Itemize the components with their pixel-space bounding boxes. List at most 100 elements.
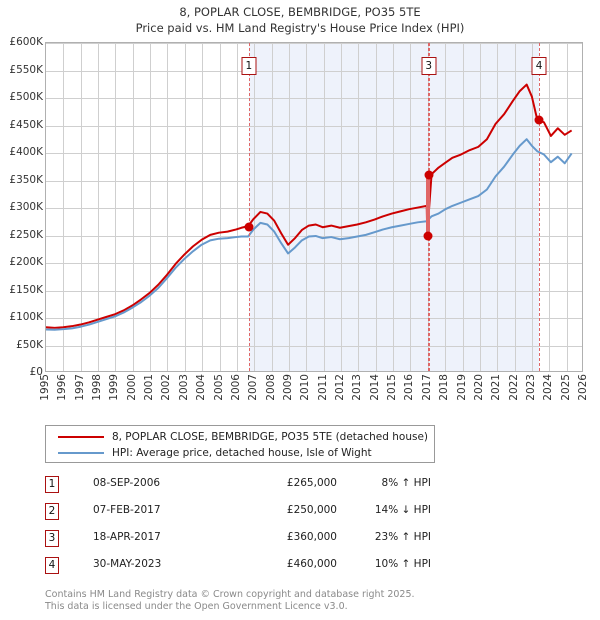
y-axis-tick-label: £550K xyxy=(9,63,43,76)
hpi-average-line xyxy=(46,138,573,331)
gridline-vertical xyxy=(445,43,447,371)
gridline-horizontal xyxy=(46,180,582,182)
x-axis-tick-label: 2024 xyxy=(542,374,555,401)
table-row[interactable]: 1 08-SEP-2006 £265,000 8% ↑ HPI xyxy=(45,473,445,500)
sale-marker-vertical-line xyxy=(539,43,541,371)
legend-swatch-property xyxy=(58,436,104,438)
sale-point-marker[interactable] xyxy=(244,222,254,232)
gridline-vertical xyxy=(132,43,134,371)
gridline-vertical xyxy=(63,43,65,371)
footer-attribution: Contains HM Land Registry data © Crown c… xyxy=(45,589,565,612)
x-axis-tick-label: 2020 xyxy=(472,374,485,401)
sale-point-marker[interactable] xyxy=(534,115,544,125)
gridline-horizontal xyxy=(46,345,582,347)
sale-row-price: £360,000 xyxy=(286,531,337,543)
gridline-horizontal xyxy=(46,43,582,44)
gridline-vertical xyxy=(254,43,256,371)
gridline-horizontal xyxy=(46,208,582,209)
x-axis-tick-label: 1996 xyxy=(56,374,69,401)
x-axis-tick-label: 1998 xyxy=(91,374,104,401)
gridline-vertical xyxy=(497,43,499,371)
x-axis-tick-label: 2013 xyxy=(351,374,364,401)
gridline-vertical xyxy=(393,43,395,371)
x-axis-tick-label: 2006 xyxy=(229,374,242,401)
y-axis-tick-label: £0 xyxy=(29,366,43,378)
gridline-horizontal xyxy=(46,70,582,72)
x-axis-tick-label: 2012 xyxy=(334,374,347,401)
y-axis-tick-label: £600K xyxy=(9,36,43,48)
x-axis-tick-label: 2025 xyxy=(559,374,572,401)
x-axis-tick-label: 2019 xyxy=(455,374,468,401)
x-axis-tick-label: 1999 xyxy=(108,374,121,401)
x-axis-tick-label: 2005 xyxy=(212,374,225,401)
table-row[interactable]: 2 07-FEB-2017 £250,000 14% ↓ HPI xyxy=(45,500,445,527)
page-title: 8, POPLAR CLOSE, BEMBRIDGE, PO35 5TE xyxy=(179,5,421,19)
sale-marker-number-box[interactable]: 3 xyxy=(421,57,437,75)
y-axis-tick-label: £300K xyxy=(9,201,43,213)
sale-row-number-box: 1 xyxy=(45,476,59,493)
y-axis-tick-label: £150K xyxy=(9,283,43,296)
table-row[interactable]: 3 18-APR-2017 £360,000 23% ↑ HPI xyxy=(45,527,445,554)
sale-row-hpi-delta: 14% ↓ HPI xyxy=(374,504,431,516)
x-axis-tick-label: 2001 xyxy=(143,374,156,401)
x-axis-tick-label: 2010 xyxy=(299,374,312,401)
sale-row-hpi-delta: 23% ↑ HPI xyxy=(374,531,431,543)
legend-swatch-hpi xyxy=(58,452,104,454)
gridline-vertical xyxy=(514,43,516,371)
chart-legend: 8, POPLAR CLOSE, BEMBRIDGE, PO35 5TE (de… xyxy=(45,425,435,463)
legend-item-property: 8, POPLAR CLOSE, BEMBRIDGE, PO35 5TE (de… xyxy=(52,429,428,445)
y-axis: £0 £50K £100K £150K £200K £250K £300K £350K £400… xyxy=(0,36,43,378)
gridline-vertical xyxy=(479,43,481,371)
x-axis-tick-label: 2004 xyxy=(195,374,208,401)
gridline-vertical xyxy=(288,43,290,371)
x-axis-tick-label: 2026 xyxy=(577,374,589,401)
legend-label-property: 8, POPLAR CLOSE, BEMBRIDGE, PO35 5TE (de… xyxy=(111,431,428,443)
gridline-vertical xyxy=(375,43,377,371)
sale-point-marker[interactable] xyxy=(424,170,434,180)
gridline-horizontal xyxy=(46,153,582,154)
sale-row-number-box: 4 xyxy=(45,557,59,574)
y-axis-tick-label: £400K xyxy=(9,146,43,158)
y-axis-tick-label: £500K xyxy=(9,91,43,103)
gridline-vertical xyxy=(566,43,568,371)
x-axis-tick-label: 2022 xyxy=(507,374,520,401)
x-axis-tick-label: 2000 xyxy=(125,374,138,401)
sale-point-marker[interactable] xyxy=(423,231,433,240)
sale-row-number-box: 3 xyxy=(45,530,59,547)
gridline-vertical xyxy=(98,43,100,371)
x-axis-tick-label: 2017 xyxy=(420,374,433,401)
y-axis-tick-label: £50K xyxy=(16,338,43,351)
sale-row-number-box: 2 xyxy=(45,503,59,520)
table-row[interactable]: 4 30-MAY-2023 £460,000 10% ↑ HPI xyxy=(45,554,445,581)
gridline-horizontal xyxy=(46,263,582,264)
sale-marker-number-box[interactable]: 1 xyxy=(241,57,257,75)
sale-row-price: £265,000 xyxy=(286,477,337,489)
legend-item-hpi: HPI: Average price, detached house, Isle… xyxy=(52,445,428,461)
footer-line-2: This data is licensed under the Open Gov… xyxy=(45,600,348,612)
sale-row-date: 18-APR-2017 xyxy=(93,531,161,543)
x-axis-tick-label: 1995 xyxy=(39,374,51,401)
x-axis-tick-label: 1997 xyxy=(73,374,86,401)
sale-marker-number-box[interactable]: 4 xyxy=(531,57,547,75)
gridline-vertical xyxy=(184,43,186,371)
x-axis-tick-label: 2021 xyxy=(490,374,503,401)
gridline-vertical xyxy=(341,43,343,371)
y-axis-tick-label: £250K xyxy=(9,228,43,241)
x-axis-tick-label: 2014 xyxy=(368,374,381,401)
gridline-horizontal xyxy=(46,125,582,127)
legend-label-hpi: HPI: Average price, detached house, Isle… xyxy=(112,447,372,459)
x-axis: 1995 1996 1997 1998 1999 2000 2001 2002 2003 2004… xyxy=(39,374,589,418)
gridline-horizontal xyxy=(46,98,582,99)
sale-marker-vertical-line xyxy=(248,43,250,371)
x-axis-tick-label: 2023 xyxy=(524,374,537,401)
gridline-vertical xyxy=(549,43,551,371)
gridline-horizontal xyxy=(46,318,582,319)
page-subtitle: Price paid vs. HM Land Registry's House … xyxy=(135,21,465,35)
x-axis-tick-label: 2009 xyxy=(281,374,294,401)
gridline-vertical xyxy=(531,43,533,371)
x-axis-tick-label: 2018 xyxy=(438,374,451,401)
sale-markers-layer: 1 3 4 xyxy=(46,43,582,371)
sales-history-table: 1 08-SEP-2006 £265,000 8% ↑ HPI 2 07-FEB-2017… xyxy=(45,473,445,581)
gridline-vertical xyxy=(358,43,360,371)
